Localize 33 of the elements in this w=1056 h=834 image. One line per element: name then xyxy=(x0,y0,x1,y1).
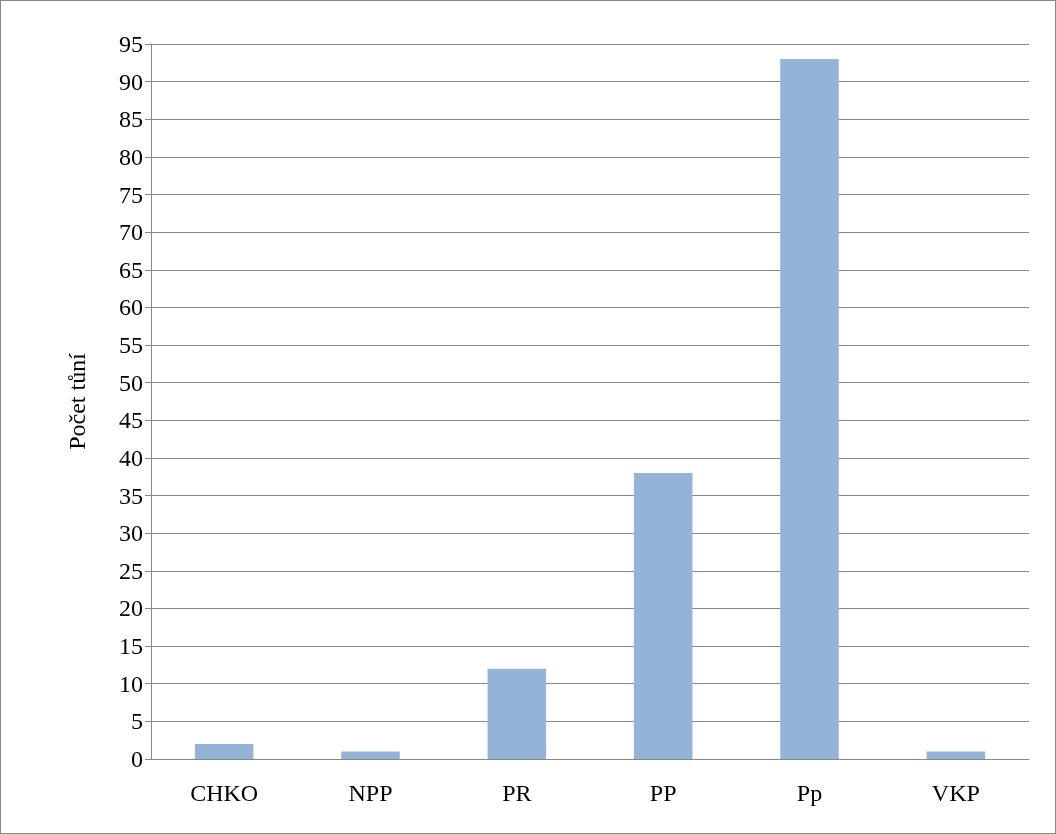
bar xyxy=(926,751,986,759)
y-tick-label: 45 xyxy=(119,407,143,434)
y-tick-label: 20 xyxy=(119,595,143,622)
y-tick-label: 70 xyxy=(119,219,143,246)
y-tick-label: 35 xyxy=(119,482,143,509)
x-tick-label: Pp xyxy=(796,780,823,806)
y-tick-label: 30 xyxy=(119,520,143,547)
x-tick-label: VKP xyxy=(931,780,980,806)
bar xyxy=(194,743,254,759)
y-tick-label: 50 xyxy=(119,369,143,396)
bar xyxy=(341,751,400,759)
x-tick-label: NPP xyxy=(348,780,393,806)
x-tick-label: PP xyxy=(649,780,677,806)
y-tick-label: 40 xyxy=(119,444,143,471)
y-tick-label: 60 xyxy=(119,294,143,321)
bar xyxy=(487,668,547,759)
y-tick-label: 75 xyxy=(119,181,143,208)
y-axis-title: Počet tůní xyxy=(64,352,90,450)
x-tick-label: PR xyxy=(502,780,532,806)
y-tick-label: 10 xyxy=(119,670,143,697)
y-tick-label: 5 xyxy=(131,708,143,735)
y-tick-label: 65 xyxy=(119,256,143,283)
y-tick-label: 95 xyxy=(119,31,143,57)
bar xyxy=(633,473,693,759)
y-tick-label: 25 xyxy=(119,557,143,584)
y-tick-label: 0 xyxy=(131,746,143,772)
bar xyxy=(780,59,839,759)
y-tick-label: 85 xyxy=(119,106,143,133)
y-tick-label: 15 xyxy=(119,633,143,660)
y-tick-label: 55 xyxy=(119,332,143,359)
x-tick-label: CHKO xyxy=(190,780,259,806)
y-tick-label: 80 xyxy=(119,143,143,170)
y-tick-label: 90 xyxy=(119,68,143,95)
